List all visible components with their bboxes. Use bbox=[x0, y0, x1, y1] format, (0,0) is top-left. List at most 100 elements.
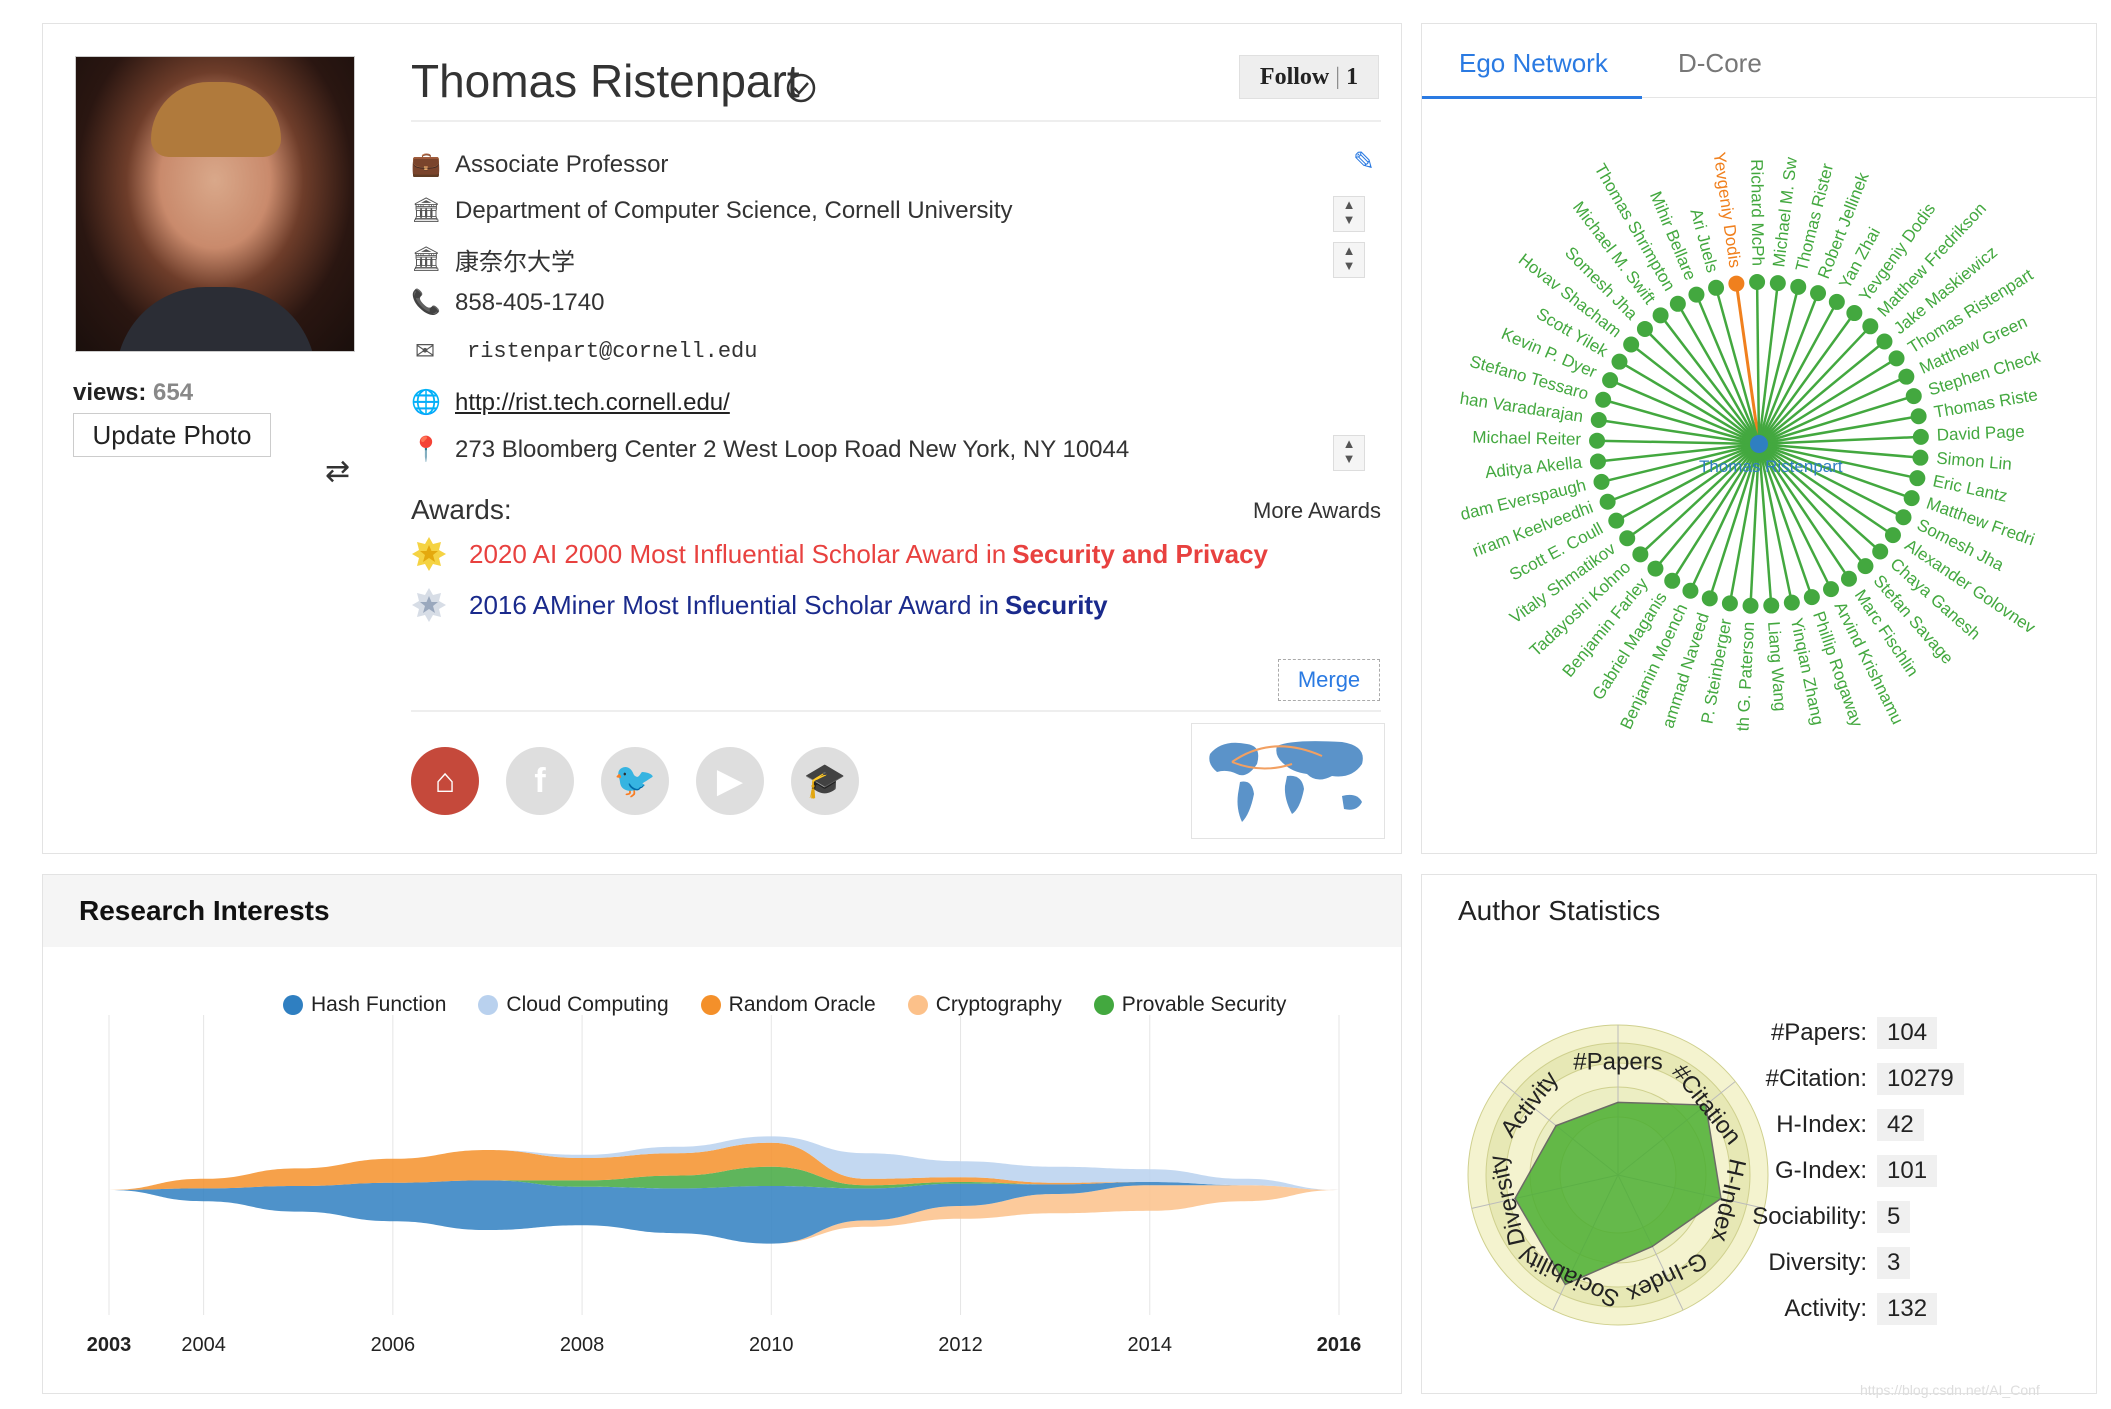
ego-node[interactable] bbox=[1602, 372, 1619, 389]
ego-node[interactable] bbox=[1903, 490, 1920, 507]
ego-node-label: Liang Wang bbox=[1764, 621, 1790, 712]
ego-node[interactable] bbox=[1895, 509, 1912, 526]
ego-node[interactable] bbox=[1909, 470, 1926, 487]
ego-node[interactable] bbox=[1599, 493, 1616, 510]
divider bbox=[1642, 97, 2096, 98]
ego-node[interactable] bbox=[1769, 275, 1786, 292]
tab-ego-network[interactable]: Ego Network bbox=[1459, 48, 1608, 78]
homepage-row: 🌐 http://rist.tech.cornell.edu/ bbox=[411, 388, 730, 417]
ego-node[interactable] bbox=[1721, 595, 1738, 612]
swap-icon[interactable]: ⇄ bbox=[325, 455, 351, 488]
stream-random-oracle[interactable] bbox=[109, 1142, 1339, 1190]
ego-node[interactable] bbox=[1589, 432, 1606, 449]
facebook-icon[interactable]: f bbox=[506, 747, 574, 815]
ego-node[interactable] bbox=[1636, 320, 1653, 337]
panel-header: Research Interests bbox=[43, 875, 1401, 947]
ego-node[interactable] bbox=[1872, 543, 1889, 560]
legend-item[interactable]: Provable Security bbox=[1093, 993, 1286, 1017]
edit-icon[interactable]: ✎ bbox=[1353, 146, 1375, 176]
ego-node[interactable] bbox=[1898, 368, 1915, 385]
ego-node[interactable] bbox=[1608, 512, 1625, 529]
ego-node[interactable] bbox=[1728, 275, 1745, 292]
follow-button[interactable]: Follow | 1 bbox=[1239, 55, 1379, 99]
ego-node[interactable] bbox=[1593, 473, 1610, 490]
ego-center-node[interactable] bbox=[1750, 435, 1768, 453]
author-name: Thomas Ristenpart bbox=[411, 55, 800, 107]
award-item: 2020 AI 2000 Most Influential Scholar Aw… bbox=[411, 536, 1268, 572]
ego-node[interactable] bbox=[1632, 546, 1649, 563]
world-map[interactable] bbox=[1191, 723, 1385, 839]
youtube-icon[interactable]: ▶ bbox=[696, 747, 764, 815]
ego-network-graph[interactable]: Yevgeniy Dodis Richard McPh Michael M. SwT… bbox=[1422, 104, 2096, 844]
ego-node[interactable] bbox=[1823, 581, 1840, 598]
tab-d-core[interactable]: D-Core bbox=[1678, 48, 1762, 78]
stream-hash-function[interactable] bbox=[109, 1180, 1339, 1244]
ego-node[interactable] bbox=[1701, 590, 1718, 607]
ego-edge bbox=[1708, 443, 1761, 599]
ego-node[interactable] bbox=[1763, 597, 1780, 614]
ego-node[interactable] bbox=[1803, 589, 1820, 606]
ego-node[interactable] bbox=[1888, 350, 1905, 367]
globe-icon: 🌐 bbox=[411, 389, 441, 416]
ego-node[interactable] bbox=[1790, 278, 1807, 295]
institution-icon: 🏛 bbox=[411, 246, 442, 273]
ego-node[interactable] bbox=[1623, 336, 1640, 353]
ego-edge bbox=[1757, 443, 1814, 598]
ego-node[interactable] bbox=[1905, 388, 1922, 405]
legend-item[interactable]: Cryptography bbox=[907, 993, 1062, 1017]
ego-node[interactable] bbox=[1589, 453, 1606, 470]
email-row: ✉ ristenpart@cornell.edu bbox=[411, 337, 758, 366]
ego-node-label: Simon Lin bbox=[1936, 449, 2013, 474]
ego-node[interactable] bbox=[1669, 295, 1686, 312]
ego-node[interactable] bbox=[1619, 530, 1636, 547]
merge-button[interactable]: Merge bbox=[1278, 659, 1380, 701]
ego-center-label: Thomas Ristenpart bbox=[1699, 457, 1843, 476]
ego-node[interactable] bbox=[1652, 307, 1669, 324]
update-photo-button[interactable]: Update Photo bbox=[73, 413, 271, 457]
radar-chart[interactable]: #Papers #CitationH-IndexG-IndexSociabilit… bbox=[1438, 995, 1798, 1355]
twitter-icon[interactable]: 🐦 bbox=[601, 747, 669, 815]
stat-row: H-Index: 42 bbox=[1687, 1109, 1924, 1141]
ego-node[interactable] bbox=[1862, 318, 1879, 335]
scholar-icon[interactable]: 🎓 bbox=[791, 747, 859, 815]
ego-node[interactable] bbox=[1846, 305, 1863, 322]
ego-node[interactable] bbox=[1688, 286, 1705, 303]
ego-node[interactable] bbox=[1783, 594, 1800, 611]
ego-node[interactable] bbox=[1664, 572, 1681, 589]
ego-node[interactable] bbox=[1828, 293, 1845, 310]
ego-node[interactable] bbox=[1647, 560, 1664, 577]
ego-node[interactable] bbox=[1682, 582, 1699, 599]
legend-item[interactable]: Hash Function bbox=[283, 993, 446, 1017]
ego-node[interactable] bbox=[1912, 449, 1929, 466]
ego-node[interactable] bbox=[1708, 279, 1725, 296]
home-icon[interactable]: ⌂ bbox=[411, 747, 479, 815]
ego-node[interactable] bbox=[1910, 408, 1927, 425]
reorder-button[interactable]: ▲ ▼ bbox=[1333, 242, 1365, 278]
ego-node[interactable] bbox=[1810, 285, 1827, 302]
reorder-button[interactable]: ▲ ▼ bbox=[1333, 435, 1365, 471]
stat-label: Activity: bbox=[1784, 1295, 1867, 1322]
legend-item[interactable]: Random Oracle bbox=[700, 993, 876, 1017]
ego-node[interactable] bbox=[1742, 597, 1759, 614]
homepage-link[interactable]: http://rist.tech.cornell.edu/ bbox=[455, 388, 730, 416]
ego-node[interactable] bbox=[1857, 558, 1874, 575]
more-awards-link[interactable]: More Awards bbox=[1253, 498, 1381, 523]
stat-value: 132 bbox=[1877, 1293, 1938, 1325]
stream-cloud-computing[interactable] bbox=[109, 1136, 1339, 1190]
ego-node[interactable] bbox=[1595, 391, 1612, 408]
ego-edge bbox=[1758, 375, 1907, 446]
panel-title: Research Interests bbox=[79, 895, 330, 926]
ego-node[interactable] bbox=[1884, 527, 1901, 544]
reorder-button[interactable]: ▲ ▼ bbox=[1333, 196, 1365, 232]
stream-provable-security[interactable] bbox=[109, 1166, 1339, 1190]
ego-node[interactable] bbox=[1876, 333, 1893, 350]
ego-node[interactable] bbox=[1749, 274, 1766, 291]
ego-node[interactable] bbox=[1590, 412, 1607, 429]
stream-cryptography[interactable] bbox=[109, 1185, 1339, 1244]
legend-item[interactable]: Cloud Computing bbox=[478, 993, 669, 1017]
ego-node[interactable] bbox=[1840, 570, 1857, 587]
themeriver-chart[interactable]: 2003 2004 2006 2008 2010 2012 2014 2016 bbox=[43, 1015, 1401, 1395]
ego-node[interactable] bbox=[1912, 428, 1929, 445]
ego-node[interactable] bbox=[1611, 353, 1628, 370]
location-icon: 📍 bbox=[411, 436, 441, 463]
